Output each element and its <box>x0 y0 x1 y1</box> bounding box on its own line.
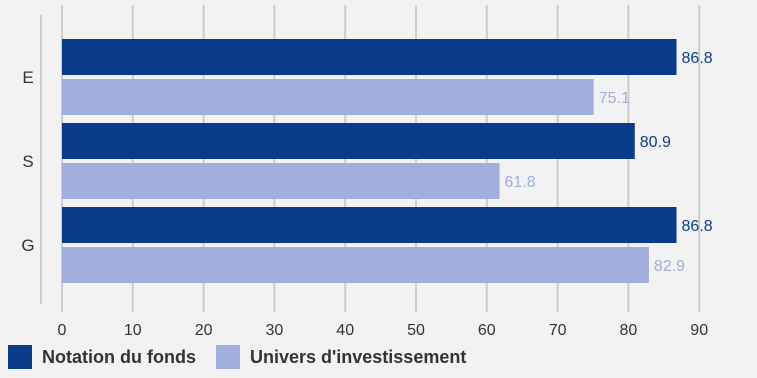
bars <box>62 39 677 283</box>
bar-G-fund <box>62 207 677 243</box>
x-tick-labels: 0 10 20 30 40 50 60 70 80 90 <box>58 322 709 339</box>
data-label-G-fund: 86.8 <box>682 218 713 235</box>
data-label-S-fund: 80.9 <box>640 134 671 151</box>
category-labels: E S G <box>21 68 34 255</box>
legend-item-fund: Notation du fonds <box>8 345 196 369</box>
category-label-G: G <box>21 236 34 255</box>
x-tick-label-50: 50 <box>407 322 425 335</box>
x-tick-label-80: 80 <box>620 322 638 335</box>
x-tick-label-60: 60 <box>478 322 496 335</box>
bar-S-universe <box>62 163 500 199</box>
bar-S-fund <box>62 123 635 159</box>
legend-item-universe: Univers d'investissement <box>215 345 467 369</box>
legend-label-fund: Notation du fonds <box>42 346 196 367</box>
legend-label-universe: Univers d'investissement <box>249 346 467 367</box>
data-label-E-universe: 75.1 <box>599 90 630 107</box>
x-tick-label-30: 30 <box>266 322 284 335</box>
data-label-S-universe: 61.8 <box>505 174 536 191</box>
legend-swatch-universe <box>215 345 240 369</box>
category-label-E: E <box>22 68 33 87</box>
bar-E-fund <box>62 39 677 75</box>
bar-chart: 86.8 75.1 80.9 61.8 86.8 82.9 E S G 0 10 20 30 40 50… <box>21 5 713 339</box>
x-tick-label-70: 70 <box>549 322 567 335</box>
x-tick-label-0: 0 <box>58 322 67 335</box>
legend-swatch-fund <box>8 345 32 369</box>
x-tick-label-40: 40 <box>336 322 354 335</box>
x-tick-label-10: 10 <box>124 322 142 335</box>
category-label-S: S <box>22 152 33 171</box>
data-labels: 86.8 75.1 80.9 61.8 86.8 82.9 <box>505 50 713 275</box>
x-tick-label-90: 90 <box>690 322 708 335</box>
legend: Notation du fonds Univers d'investisseme… <box>8 345 486 369</box>
data-label-E-fund: 86.8 <box>682 50 713 67</box>
x-tick-label-20: 20 <box>195 322 213 335</box>
data-label-G-universe: 82.9 <box>654 258 685 275</box>
bar-G-universe <box>62 247 649 283</box>
bar-E-universe <box>62 79 594 115</box>
